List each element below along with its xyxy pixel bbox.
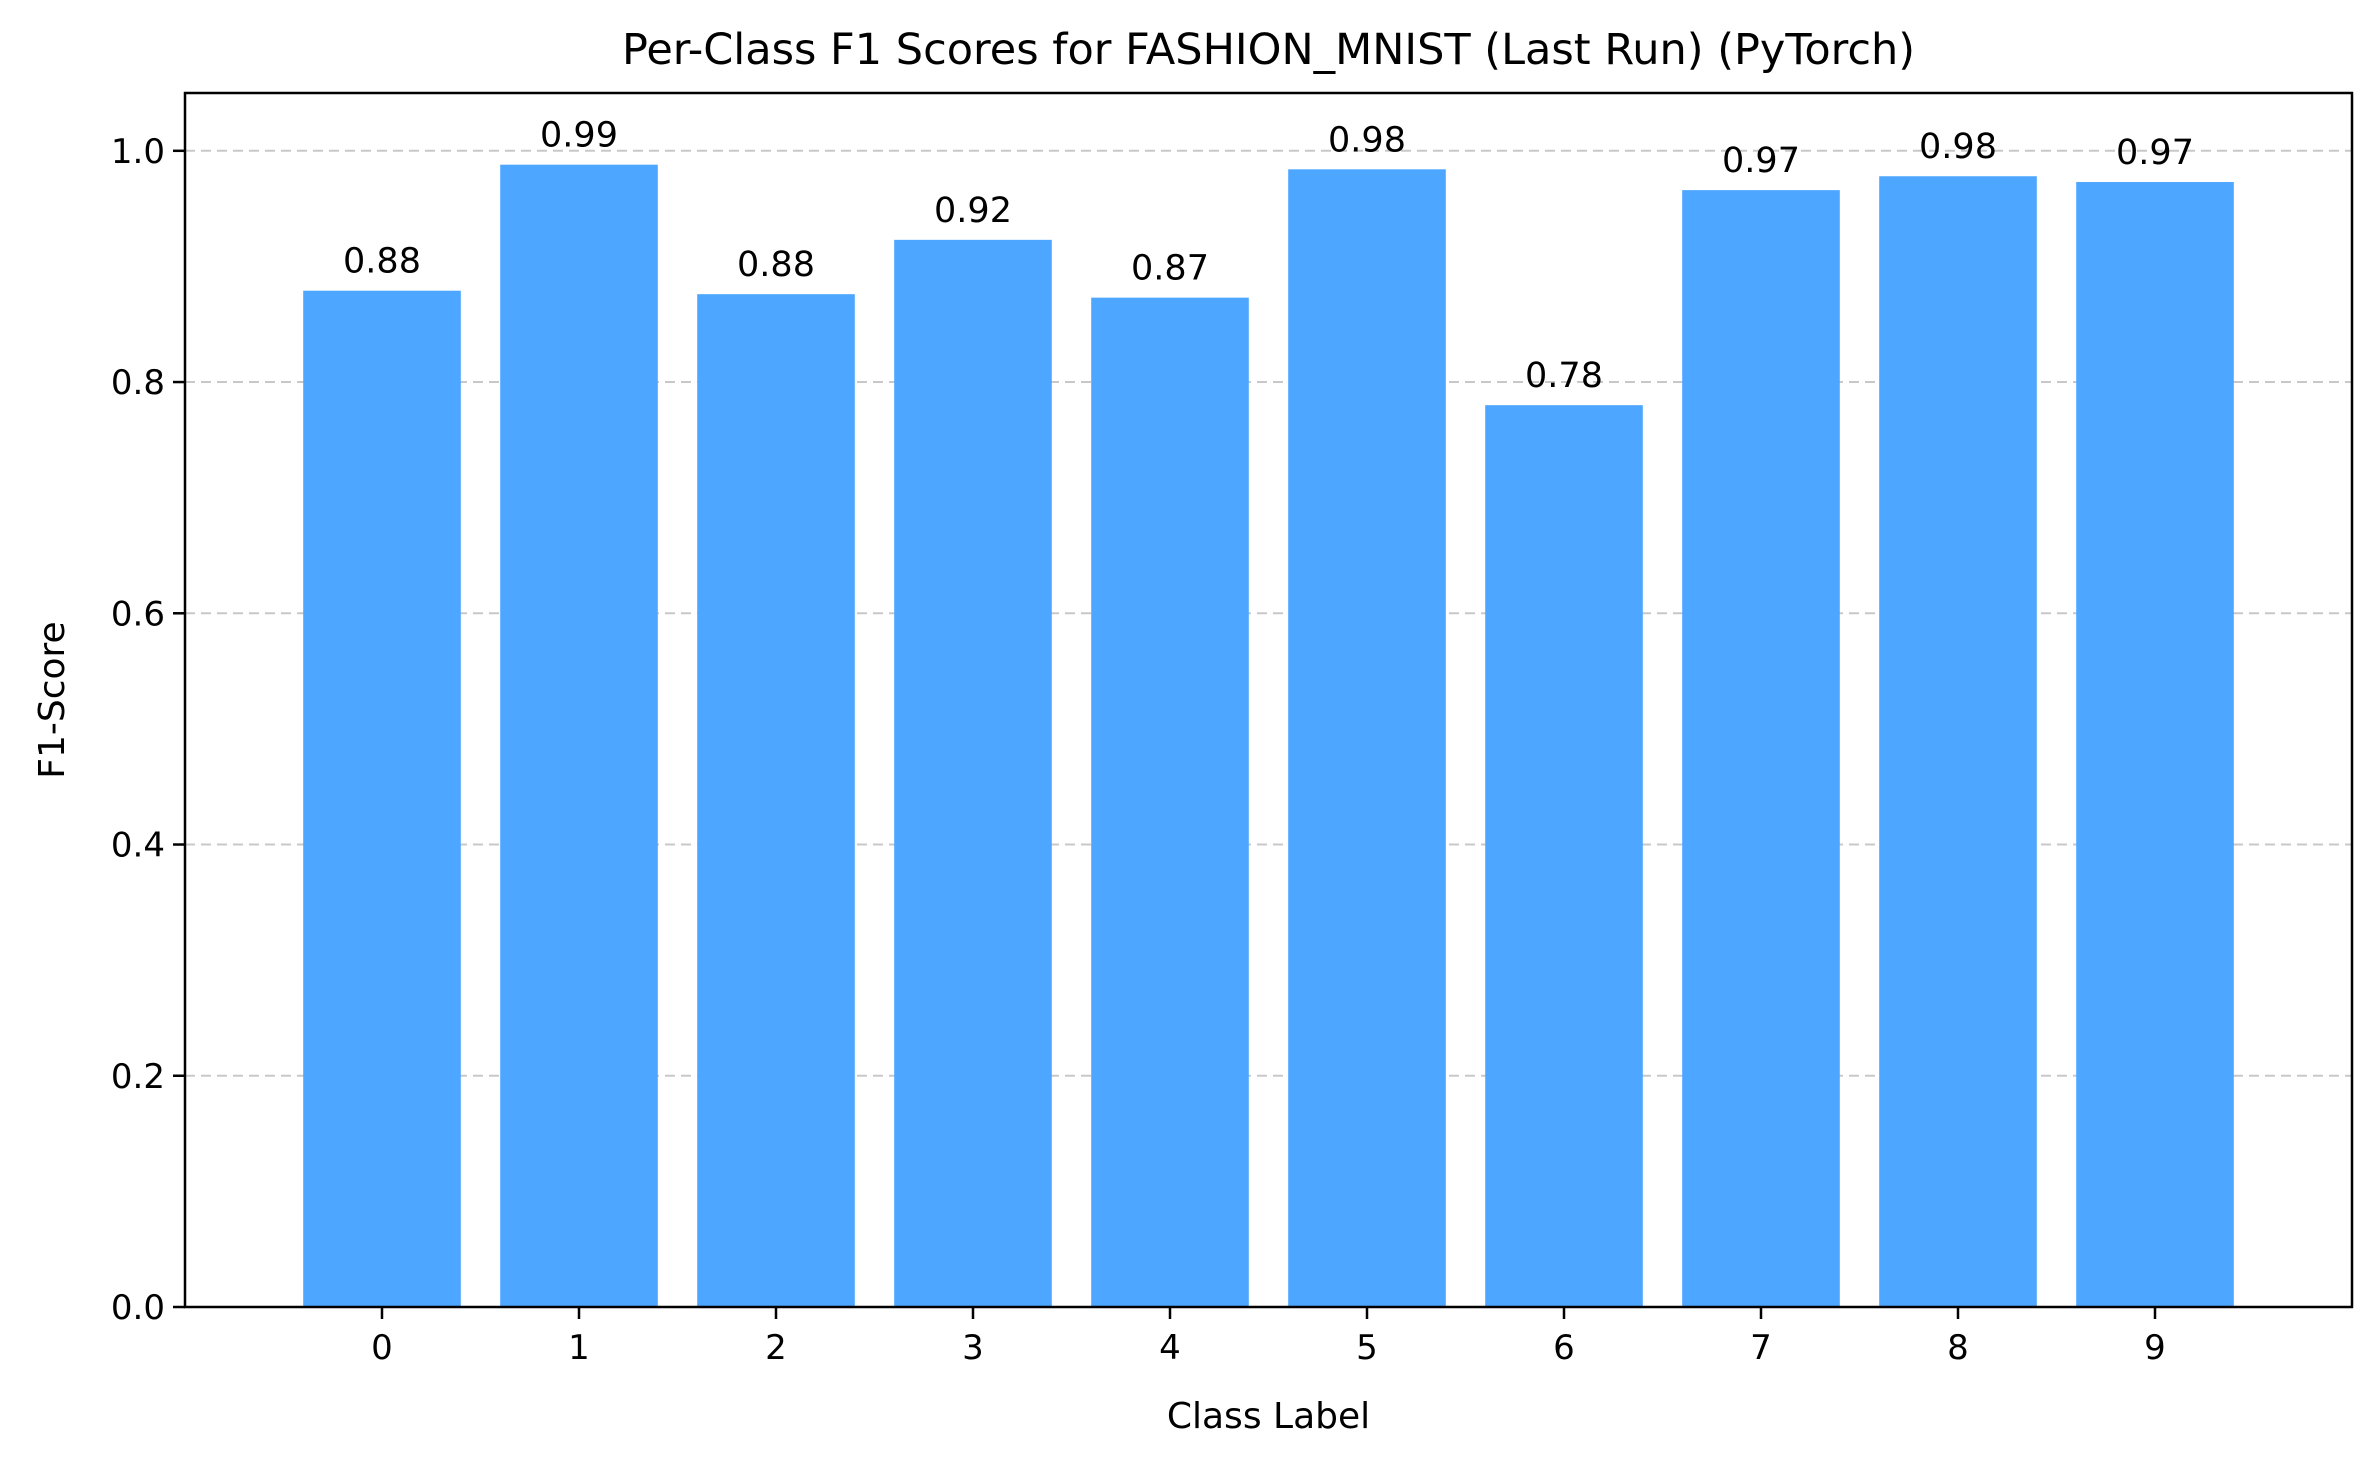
y-tick-label: 0.2 [111,1057,165,1097]
data-label-class-1: 0.99 [540,116,618,156]
x-tick-label: 0 [371,1328,393,1368]
bar-class-3 [894,239,1052,1308]
x-tick-label: 8 [1947,1328,1969,1368]
y-tick-label: 0.4 [111,826,165,866]
x-tick-label: 3 [962,1328,984,1368]
bars [303,164,2234,1308]
data-labels: 0.88 0.99 0.88 0.92 0.87 0.98 0.78 0.97 0.98 0.97 [343,116,2194,396]
data-label-class-4: 0.87 [1131,249,1209,289]
data-label-class-6: 0.78 [1525,356,1603,396]
x-tick-label: 1 [568,1328,590,1368]
bar-class-2 [697,294,855,1308]
data-label-class-3: 0.92 [934,191,1012,231]
data-label-class-8: 0.98 [1919,127,1997,167]
bar-class-8 [1879,176,2037,1307]
x-tick-label: 2 [765,1328,787,1368]
y-axis-label: F1-Score [32,621,73,778]
bar-class-9 [2076,182,2234,1308]
x-tick-label: 6 [1553,1328,1575,1368]
y-axis-ticks: 0.0 0.2 0.4 0.6 0.8 1.0 [111,132,185,1328]
data-label-class-9: 0.97 [2116,133,2194,173]
data-label-class-5: 0.98 [1328,120,1406,160]
bar-class-7 [1682,190,1840,1307]
x-tick-label: 4 [1159,1328,1181,1368]
data-label-class-2: 0.88 [737,245,815,285]
bar-class-0 [303,290,461,1307]
x-tick-label: 9 [2144,1328,2166,1368]
x-axis-ticks: 0 1 2 3 4 5 6 7 8 9 [371,1307,2166,1368]
bar-class-5 [1288,169,1446,1307]
y-tick-label: 0.0 [111,1288,165,1328]
y-tick-label: 0.8 [111,363,165,403]
chart-title: Per-Class F1 Scores for FASHION_MNIST (L… [622,25,1915,75]
y-tick-label: 1.0 [111,132,165,172]
y-tick-label: 0.6 [111,594,165,634]
data-label-class-0: 0.88 [343,242,421,282]
x-tick-label: 5 [1356,1328,1378,1368]
data-label-class-7: 0.97 [1722,141,1800,181]
bar-class-6 [1485,405,1643,1308]
bar-class-1 [500,164,658,1307]
x-tick-label: 7 [1750,1328,1772,1368]
bar-class-4 [1091,297,1249,1307]
x-axis-label: Class Label [1167,1396,1370,1437]
plot-frame [183,91,2354,1309]
